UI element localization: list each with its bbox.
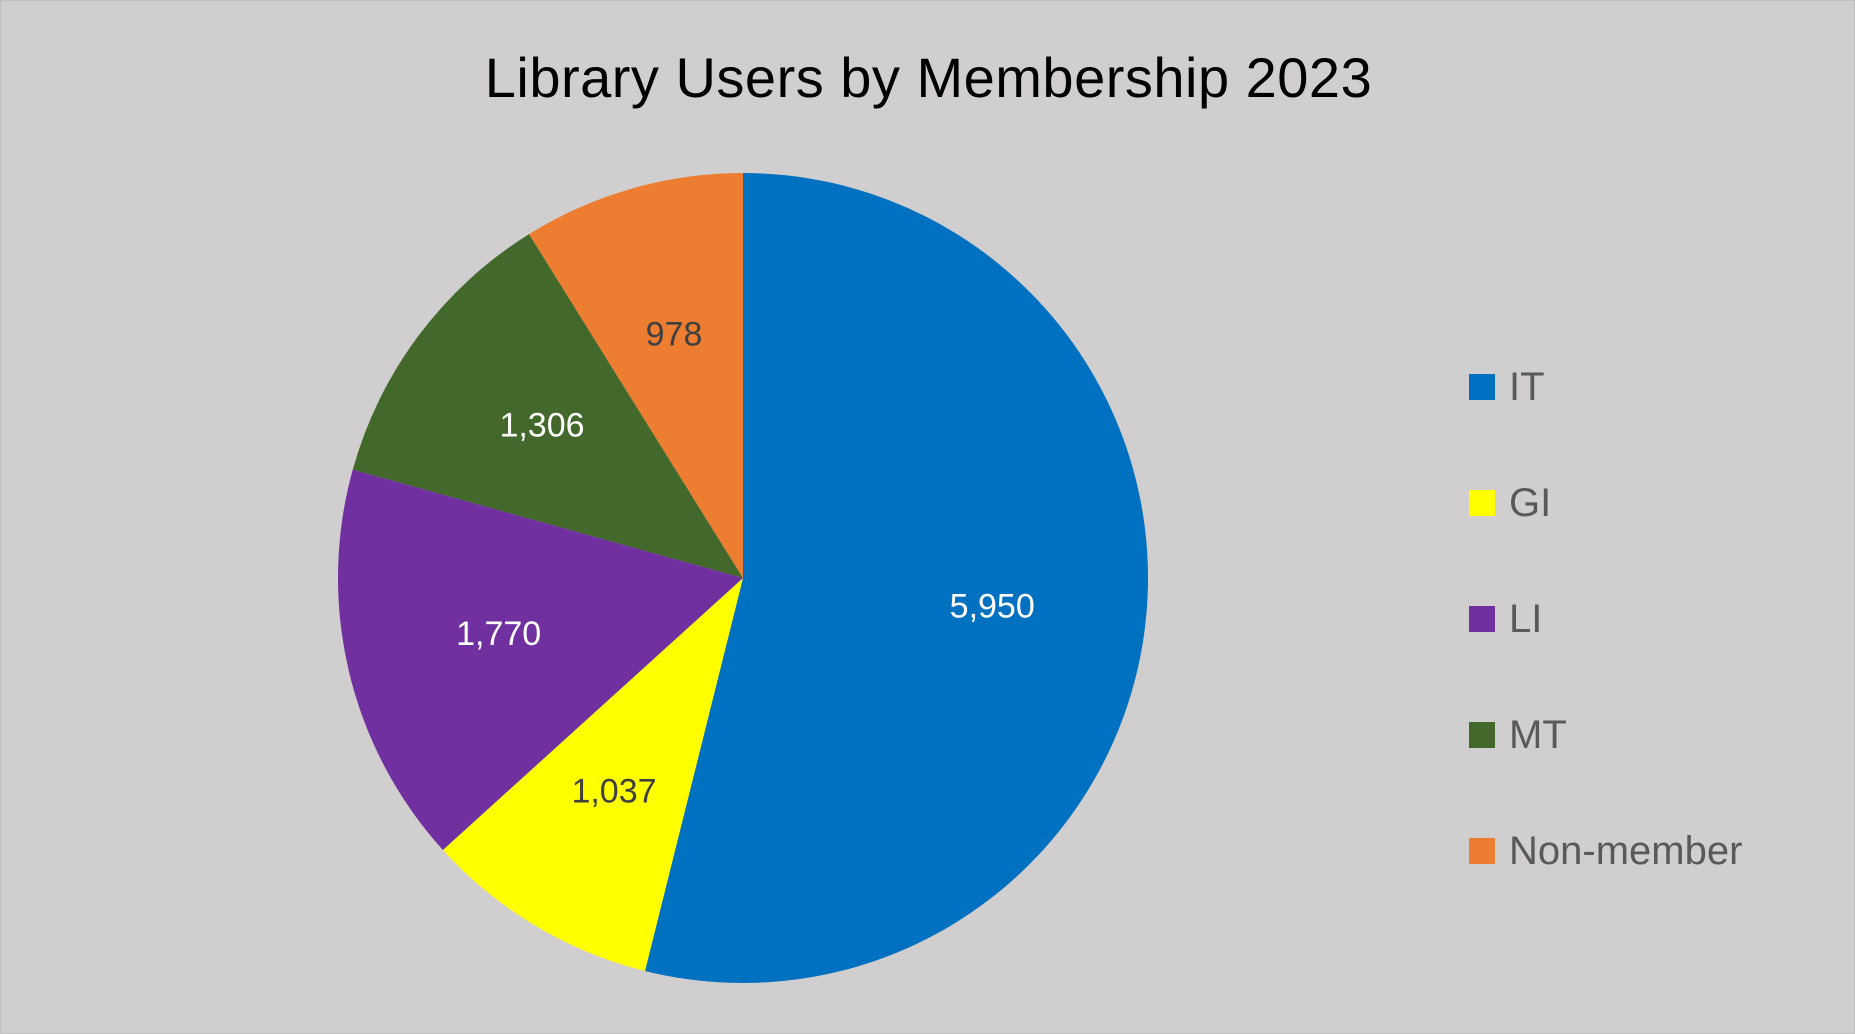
legend-label-li: LI <box>1509 596 1543 641</box>
data-label-mt: 1,306 <box>499 406 584 444</box>
data-label-li: 1,770 <box>456 615 541 653</box>
legend-label-non-member: Non-member <box>1509 828 1743 873</box>
legend-swatch-mt <box>1469 722 1495 748</box>
legend-item-gi: GI <box>1469 445 1742 561</box>
chart-title: Library Users by Membership 2023 <box>484 46 1373 109</box>
legend: IT GI LI MT Non-member <box>1469 329 1742 909</box>
legend-label-mt: MT <box>1509 712 1567 757</box>
legend-swatch-non-member <box>1469 838 1495 864</box>
pie-slice-li <box>338 469 743 850</box>
pie-slice-mt <box>352 234 743 578</box>
legend-item-mt: MT <box>1469 677 1742 793</box>
legend-item-non-member: Non-member <box>1469 793 1742 909</box>
data-label-it: 5,950 <box>950 588 1035 626</box>
pie-slice-gi <box>442 578 743 971</box>
legend-item-li: LI <box>1469 561 1742 677</box>
legend-label-it: IT <box>1509 364 1545 409</box>
legend-swatch-gi <box>1469 490 1495 516</box>
data-label-gi: 1,037 <box>571 772 656 810</box>
legend-item-it: IT <box>1469 329 1742 445</box>
legend-label-gi: GI <box>1509 480 1552 525</box>
pie-slice-it <box>644 173 1148 983</box>
legend-swatch-it <box>1469 374 1495 400</box>
data-label-non-member: 978 <box>646 316 703 354</box>
pie-slice-non-member <box>529 173 743 578</box>
legend-swatch-li <box>1469 606 1495 632</box>
